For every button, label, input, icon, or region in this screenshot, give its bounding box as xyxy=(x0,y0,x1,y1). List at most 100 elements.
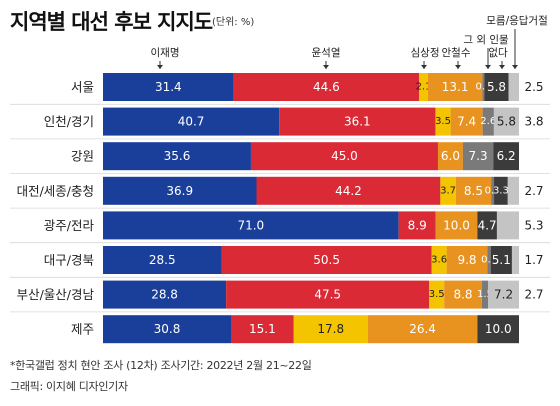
data-label: 26.4 xyxy=(409,322,436,336)
series-header: 윤석열 xyxy=(312,47,341,59)
data-label: 9.8 xyxy=(457,253,476,267)
bar-segment xyxy=(437,142,463,171)
bar-segment xyxy=(279,107,436,136)
data-label: 8.9 xyxy=(408,218,427,232)
data-label: 2.1 xyxy=(416,82,432,93)
bar-segment xyxy=(482,107,494,136)
category-label: 강원 xyxy=(71,149,94,164)
bar-segment xyxy=(477,211,497,240)
data-label: 3.5 xyxy=(429,289,445,300)
data-label: 2.6 xyxy=(480,116,496,127)
bar-segment xyxy=(233,73,420,101)
bar-segment xyxy=(103,73,234,101)
data-label: 10.0 xyxy=(443,218,470,232)
pointer-arrow xyxy=(455,65,461,69)
outside-label: 3.8 xyxy=(524,115,543,129)
data-label: 6.2 xyxy=(497,149,516,163)
bar-segment xyxy=(490,246,512,274)
series-header: 없다 xyxy=(488,46,508,59)
bar-segment xyxy=(440,176,456,205)
bar-segment xyxy=(226,280,430,309)
data-label: 10.0 xyxy=(485,322,512,336)
data-label: 71.0 xyxy=(237,218,264,232)
category-label: 부산/울산/경남 xyxy=(17,287,95,302)
data-label: 5.1 xyxy=(492,253,511,267)
data-label: 45.0 xyxy=(331,149,358,163)
category-label: 광주/전라 xyxy=(44,218,95,233)
outside-label: 5.3 xyxy=(524,218,543,232)
bar-segment xyxy=(482,73,485,101)
data-label: 7.3 xyxy=(469,149,488,163)
bar-segment xyxy=(493,142,519,171)
data-label: 15.1 xyxy=(249,322,276,336)
bar-segment xyxy=(496,211,519,240)
bar-segment xyxy=(511,246,519,274)
bar-segment xyxy=(450,107,483,136)
category-label: 인천/경기 xyxy=(44,114,94,129)
data-label: 40.7 xyxy=(178,115,205,129)
bar-segment xyxy=(435,211,478,240)
outside-label: 1.7 xyxy=(524,253,543,267)
data-label: 36.1 xyxy=(344,115,371,129)
data-label: 4.7 xyxy=(478,218,497,232)
data-label: 1.5 xyxy=(477,289,493,300)
bar-segment xyxy=(484,73,509,101)
series-header: 심상정 xyxy=(411,47,440,59)
data-label: 0.7 xyxy=(485,185,501,196)
bar-segment xyxy=(427,73,483,101)
bar-segment xyxy=(444,280,482,309)
bar-segment xyxy=(103,107,280,136)
data-label: 5.8 xyxy=(487,80,506,94)
bar-segment xyxy=(491,176,495,205)
bar-segment xyxy=(481,280,489,309)
pointer-arrow xyxy=(157,65,163,69)
bar-segment xyxy=(250,142,438,171)
bar-segment xyxy=(493,107,519,136)
data-label: 0.8 xyxy=(481,255,497,266)
data-label: 8.5 xyxy=(464,184,483,198)
data-label: 7.2 xyxy=(494,288,513,302)
data-label: 30.8 xyxy=(154,322,181,336)
bar-segment xyxy=(231,315,294,344)
data-label: 5.8 xyxy=(497,115,516,129)
data-label: 6.0 xyxy=(441,149,460,163)
unit-label: (단위: %) xyxy=(212,17,255,28)
data-label: 36.9 xyxy=(166,184,193,198)
data-label: 13.1 xyxy=(442,80,469,94)
bar-segment xyxy=(103,142,251,171)
data-label: 28.5 xyxy=(149,253,176,267)
bar-segment xyxy=(103,315,231,344)
category-label: 제주 xyxy=(71,322,94,337)
outside-label: 2.7 xyxy=(524,184,543,198)
bar-segment xyxy=(103,280,227,309)
data-label: 3.3 xyxy=(493,185,509,196)
series-header: 모름/응답거절 xyxy=(486,14,548,27)
bar-segment xyxy=(398,211,436,240)
bar-segment xyxy=(477,315,519,344)
bar-segment xyxy=(494,176,508,205)
category-label: 서울 xyxy=(71,80,94,95)
data-label: 7.4 xyxy=(457,115,476,129)
data-label: 47.5 xyxy=(314,288,341,302)
bar-segment xyxy=(103,211,399,240)
bar-segment xyxy=(446,246,488,274)
bar-segment xyxy=(462,142,494,171)
bar-segment xyxy=(293,315,368,344)
pointer-arrow xyxy=(421,65,427,69)
series-header: 안철수 xyxy=(442,47,471,59)
bar-segment xyxy=(103,176,257,205)
data-label: 3.5 xyxy=(435,116,451,127)
outside-label: 2.7 xyxy=(524,288,543,302)
category-label: 대전/세종/충청 xyxy=(17,183,94,198)
pointer-arrow xyxy=(512,65,518,69)
data-label: 28.8 xyxy=(151,288,178,302)
footnote: *한국갤럽 정치 현안 조사 (12차) 조사기간: 2022년 2월 21~2… xyxy=(10,359,312,372)
category-label: 대구/경북 xyxy=(44,253,94,268)
series-header: 그 외 인물 xyxy=(463,34,509,46)
bar-segment xyxy=(431,246,447,274)
data-label: 3.7 xyxy=(440,185,456,196)
bar-segment xyxy=(455,176,492,205)
chart-title: 지역별 대선 후보 지지도 xyxy=(10,10,213,34)
outside-label: 2.5 xyxy=(524,80,543,94)
bar-segment xyxy=(419,73,428,101)
